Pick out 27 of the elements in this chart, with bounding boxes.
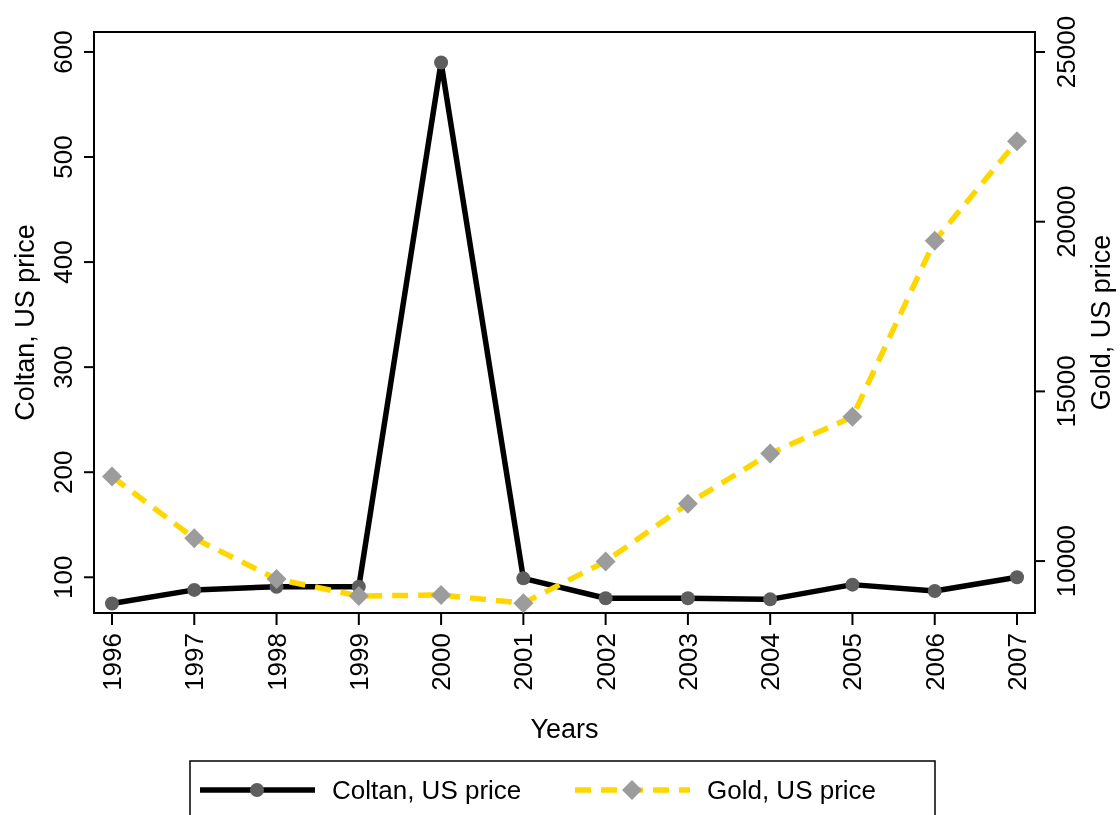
y-tick-label: 300 (48, 345, 78, 389)
x-tick-label: 1998 (261, 633, 292, 691)
y-axis-title: Coltan, US price (10, 224, 40, 421)
x-tick-label: 2001 (508, 633, 539, 691)
x-tick-label: 2006 (919, 633, 950, 691)
y-tick-label: 600 (48, 30, 78, 74)
x-tick-label: 1997 (179, 633, 210, 691)
y-tick-label: 500 (48, 135, 78, 179)
y2-tick-label: 25000 (1051, 15, 1081, 89)
y-tick-label: 400 (48, 240, 78, 284)
y-tick-label: 200 (48, 450, 78, 494)
x-tick-label: 1999 (343, 633, 374, 691)
x-tick-label: 2002 (590, 633, 621, 691)
y2-tick-label: 20000 (1051, 185, 1081, 258)
x-tick-label: 2007 (1002, 633, 1032, 691)
legend-label: Gold, US price (707, 775, 877, 805)
legend-label: Coltan, US price (332, 775, 522, 805)
x-tick-label: 2000 (426, 633, 457, 691)
x-tick-label: 1996 (97, 633, 127, 691)
y2-tick-label: 10000 (1051, 524, 1081, 598)
y2-axis-title: Gold, US price (1086, 234, 1116, 411)
y2-tick-label: 15000 (1051, 355, 1081, 428)
x-axis-title: Years (530, 714, 599, 744)
x-tick-label: 2004 (755, 633, 786, 691)
x-tick-label: 2005 (837, 633, 868, 691)
y-tick-label: 100 (48, 555, 78, 599)
x-tick-label: 2003 (672, 633, 703, 691)
